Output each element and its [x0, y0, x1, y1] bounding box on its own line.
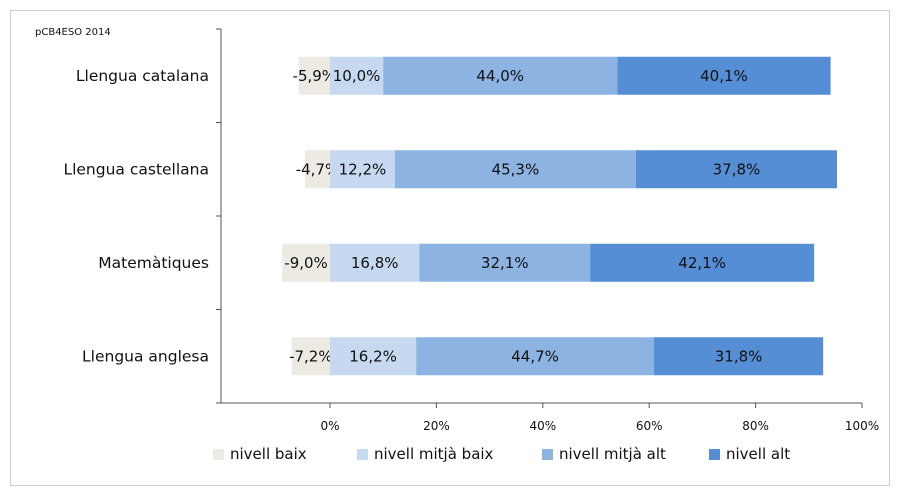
chart-frame: pCB4ESO 2014 -5,9% 10,0% 44,0% 40,1% -4,7% 12…	[10, 10, 890, 486]
tick-label-0: 0%	[320, 419, 339, 433]
bar-nivell-mitja-alt-llengua-anglesa	[416, 337, 654, 376]
category-label-matematiques: Matemàtiques	[98, 254, 209, 272]
bar-nivell-mitja-baix-llengua-castellana	[330, 150, 395, 189]
tick-label-80: 80%	[742, 419, 769, 433]
bar-nivell-mitja-baix-llengua-catalana	[330, 56, 384, 95]
data-label-nivell-baix-llengua-castellana: -4,7%	[296, 160, 340, 178]
bar-nivell-baix-llengua-anglesa	[291, 337, 330, 376]
data-label-nivell-baix-llengua-catalana: -5,9%	[293, 67, 337, 85]
legend-label-nivell-alt: nivell alt	[726, 445, 790, 463]
data-label-nivell-baix-matematiques: -9,0%	[284, 254, 328, 272]
data-label-nivell-mitja-alt-llengua-castellana: 45,3%	[492, 160, 540, 178]
bar-nivell-alt-matematiques	[590, 243, 815, 282]
legend-swatch-nivell-mitja-baix	[357, 449, 368, 460]
bar-nivell-mitja-alt-llengua-catalana	[383, 56, 618, 95]
data-label-nivell-alt-llengua-castellana: 37,8%	[713, 160, 761, 178]
bar-nivell-baix-llengua-catalana	[298, 56, 330, 95]
bar-nivell-mitja-baix-matematiques	[330, 243, 420, 282]
data-label-nivell-mitja-baix-llengua-castellana: 12,2%	[339, 160, 387, 178]
legend-swatch-nivell-mitja-alt	[542, 449, 553, 460]
data-label-nivell-mitja-baix-matematiques: 16,8%	[351, 254, 399, 272]
data-label-nivell-mitja-alt-llengua-anglesa: 44,7%	[511, 347, 559, 365]
tick-label-100: 100%	[845, 419, 879, 433]
bar-nivell-baix-llengua-castellana	[304, 150, 330, 189]
bar-nivell-mitja-alt-matematiques	[419, 243, 591, 282]
legend-label-nivell-mitja-alt: nivell mitjà alt	[559, 445, 666, 463]
bar-nivell-baix-matematiques	[282, 243, 330, 282]
data-label-nivell-alt-llengua-catalana: 40,1%	[700, 67, 748, 85]
data-label-nivell-alt-matematiques: 42,1%	[678, 254, 726, 272]
source-label: pCB4ESO 2014	[35, 27, 111, 38]
data-label-nivell-mitja-alt-llengua-catalana: 44,0%	[476, 67, 524, 85]
legend-swatch-nivell-alt	[709, 449, 720, 460]
data-label-nivell-mitja-baix-llengua-anglesa: 16,2%	[349, 347, 397, 365]
bar-nivell-mitja-alt-llengua-castellana	[394, 150, 636, 189]
tick-label-20: 20%	[423, 419, 450, 433]
category-label-llengua-castellana: Llengua castellana	[63, 160, 209, 178]
bar-nivell-alt-llengua-anglesa	[653, 337, 824, 376]
legend-label-nivell-baix: nivell baix	[230, 445, 307, 463]
data-label-nivell-baix-llengua-anglesa: -7,2%	[289, 347, 333, 365]
bar-nivell-mitja-baix-llengua-anglesa	[330, 337, 417, 376]
tick-label-60: 60%	[636, 419, 663, 433]
stacked-bar-chart: pCB4ESO 2014 -5,9%10,0% 44,0% 40,1% -4,7% 12…	[35, 27, 879, 463]
legend-swatch-nivell-baix	[213, 449, 224, 460]
bar-nivell-alt-llengua-castellana	[635, 150, 837, 189]
data-label-nivell-mitja-baix-llengua-catalana: 10,0%	[333, 67, 381, 85]
tick-label-40: 40%	[529, 419, 556, 433]
category-label-llengua-anglesa: Llengua anglesa	[82, 347, 209, 365]
legend-label-nivell-mitja-baix: nivell mitjà baix	[374, 445, 494, 463]
data-label-nivell-alt-llengua-anglesa: 31,8%	[715, 347, 763, 365]
bar-nivell-alt-llengua-catalana	[617, 56, 831, 95]
category-label-llengua-catalana: Llengua catalana	[76, 67, 209, 85]
data-label-nivell-mitja-alt-matematiques: 32,1%	[481, 254, 529, 272]
